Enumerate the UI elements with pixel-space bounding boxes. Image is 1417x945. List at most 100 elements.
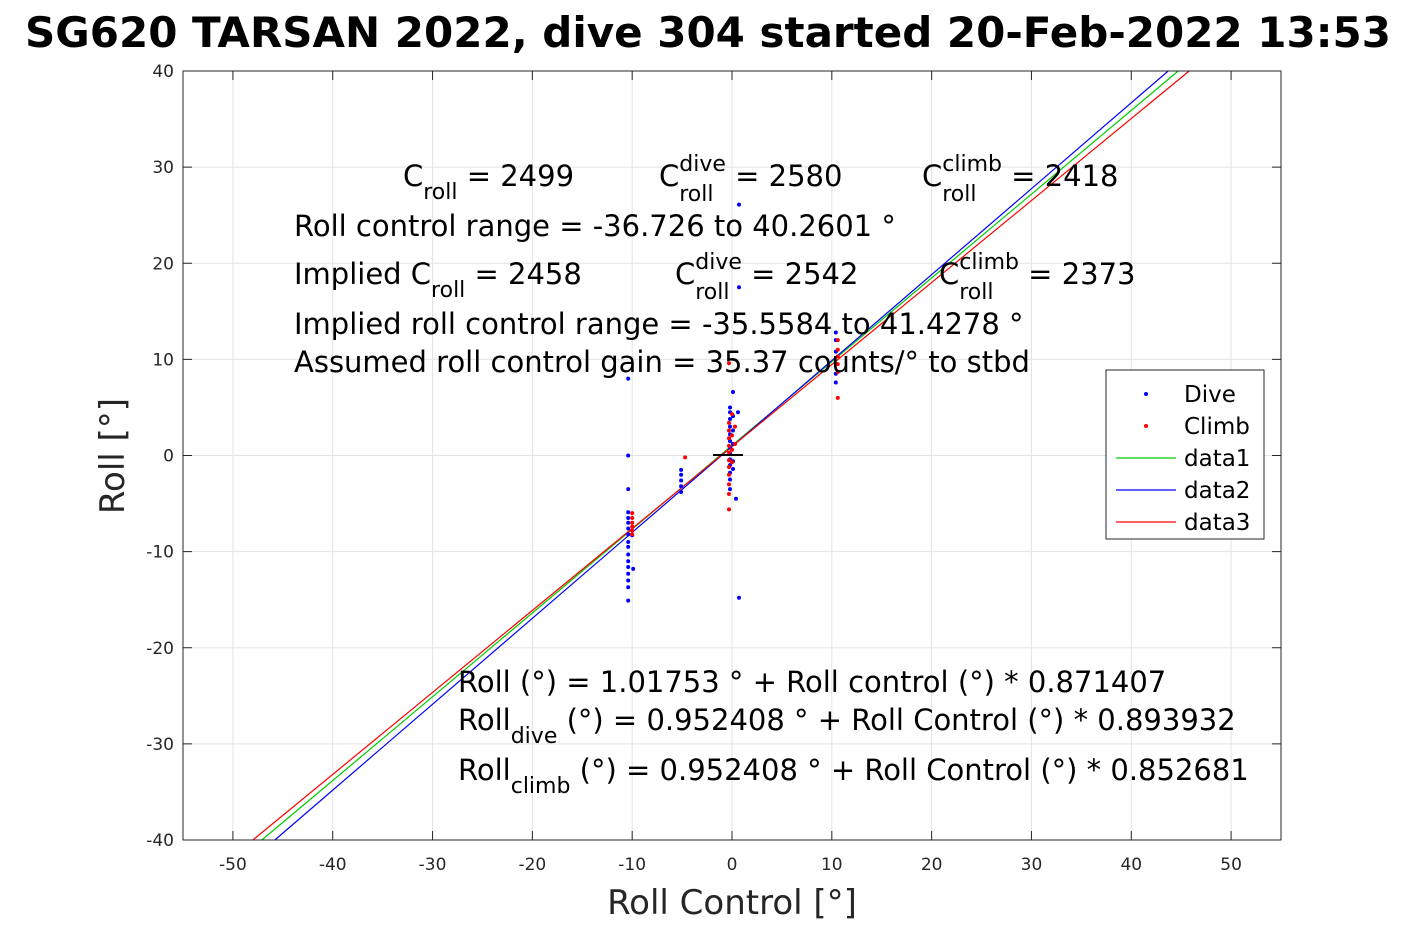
climb-point (630, 528, 635, 533)
climb-point (630, 515, 635, 520)
dive-point (833, 330, 838, 335)
x-tick-label: -20 (518, 855, 546, 875)
x-tick-label: -30 (419, 855, 447, 875)
dive-point (626, 578, 631, 583)
climb-point (727, 482, 732, 487)
x-tick-label: -10 (618, 855, 646, 875)
dive-point (679, 490, 684, 495)
climb-point (727, 361, 732, 366)
dive-point (679, 472, 684, 477)
legend-label: data1 (1184, 446, 1250, 472)
dive-point (626, 376, 631, 381)
dive-point (626, 487, 631, 492)
climb-point (630, 524, 635, 529)
plot-frame (182, 70, 1282, 841)
y-tick-label: -20 (146, 639, 174, 659)
climb-point (630, 520, 635, 525)
y-tick-label: 0 (163, 447, 174, 467)
fit-equation-dive: Rolldive (°) = 0.952408 ° + Roll Control… (458, 703, 1236, 749)
dive-point (679, 467, 684, 472)
legend-label: Dive (1184, 382, 1236, 408)
implied-coeff-label: Cclimb roll = 2373 (939, 250, 1136, 305)
dive-point (730, 390, 735, 395)
legend-label: Climb (1184, 414, 1250, 440)
climb-point (730, 412, 734, 417)
x-axis-label: Roll Control [°] (607, 883, 857, 923)
legend-label: data3 (1184, 510, 1250, 536)
climb-point (727, 458, 732, 463)
dive-point (730, 466, 735, 471)
dive-point (679, 484, 684, 489)
fit-equation-climb: Rollclimb (°) = 0.952408 ° + Roll Contro… (458, 753, 1249, 799)
y-tick-label: -40 (146, 831, 174, 851)
climb-point (835, 395, 840, 400)
implied-coeff-label: Cdive roll = 2542 (675, 250, 858, 305)
dive-point (626, 515, 631, 520)
climb-point (732, 441, 737, 446)
dive-point (735, 410, 740, 415)
dive-point (626, 510, 631, 515)
dive-point (736, 202, 741, 207)
dive-point (626, 453, 631, 458)
dive-point (626, 571, 631, 576)
climb-point (730, 460, 734, 465)
legend-box (1105, 369, 1265, 540)
climb-point (730, 447, 734, 452)
y-tick-label: 20 (152, 254, 174, 274)
dive-point (736, 595, 741, 600)
climb-point (727, 428, 732, 433)
dive-point (626, 598, 631, 603)
dive-point (730, 428, 735, 433)
x-tick-label: 30 (1021, 855, 1043, 875)
dive-point (626, 559, 631, 564)
climb-point (727, 491, 732, 496)
dive-point (631, 566, 636, 571)
roll-control-range: Roll control range = -36.726 to 40.2601 … (294, 209, 896, 243)
dive-point (736, 285, 741, 290)
x-tick-label: 0 (727, 855, 738, 875)
dive-point (626, 526, 631, 531)
x-tick-label: 10 (821, 855, 843, 875)
climb-point (835, 347, 840, 352)
chart-title: SG620 TARSAN 2022, dive 304 started 20-F… (25, 8, 1391, 57)
legend: Dive Climb data1 data2 data3 (1105, 369, 1265, 540)
y-tick-label: 10 (152, 350, 174, 370)
implied-coeff-label: Implied Croll = 2458 (294, 257, 582, 303)
dive-point (626, 540, 631, 545)
dive-point (733, 496, 738, 501)
axis-ticks: -50 -40 -30 -20 -10 0 10 20 30 40 50 -40 -30 -20 -10 0 1… (146, 62, 1281, 875)
dive-point (833, 380, 838, 385)
dive-point (679, 478, 684, 483)
climb-point (727, 443, 732, 448)
dive-point (626, 520, 631, 525)
annotations: Croll = 2499 Cdive roll = 2580 Cclimb roll =… (294, 152, 1249, 799)
y-tick-label: -10 (146, 543, 174, 563)
climb-point (835, 369, 840, 374)
coeff-label: Cclimb roll = 2418 (922, 152, 1119, 207)
x-tick-label: 20 (921, 855, 943, 875)
dive-point (728, 477, 733, 482)
dive-point (626, 544, 631, 549)
fit-equation: Roll (°) = 1.01753 ° + Roll control (°) … (458, 665, 1166, 699)
climb-point (727, 450, 732, 455)
y-axis-label: Roll [°] (93, 398, 133, 514)
x-tick-label: 50 (1220, 855, 1242, 875)
dive-point (626, 532, 631, 537)
legend-swatch-climb (1144, 424, 1148, 428)
climb-point (630, 532, 635, 537)
assumed-gain: Assumed roll control gain = 35.37 counts… (294, 345, 1030, 379)
climb-point (727, 507, 732, 512)
coeff-label: Cdive roll = 2580 (659, 152, 842, 207)
y-tick-label: -30 (146, 735, 174, 755)
dive-point (728, 405, 733, 410)
climb-point (683, 455, 688, 460)
x-tick-label: 40 (1120, 855, 1142, 875)
x-tick-label: -40 (319, 855, 347, 875)
legend-swatch-dive (1144, 392, 1148, 396)
climb-point (630, 511, 635, 516)
data-points (626, 202, 840, 603)
climb-point (730, 433, 734, 438)
legend-label: data2 (1184, 478, 1250, 504)
climb-point (835, 362, 840, 367)
dive-point (626, 565, 631, 570)
